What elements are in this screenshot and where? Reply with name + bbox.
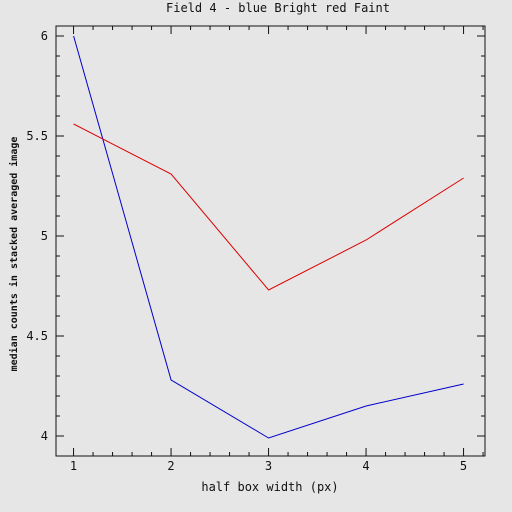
y-tick-labels: 4 4.5 5 5.5 6	[26, 29, 48, 443]
minor-ticks	[56, 26, 485, 457]
y-tick-label: 5	[41, 229, 48, 243]
x-axis-label: half box width (px)	[201, 480, 338, 494]
plot-area-frame	[55, 25, 486, 457]
y-tick-label: 5.5	[26, 129, 48, 143]
x-tick-label: 1	[70, 459, 77, 473]
series-line-blue-bright	[73, 35, 464, 439]
y-tick-label: 4	[41, 429, 48, 443]
y-tick-label: 4.5	[26, 329, 48, 343]
series-lines	[73, 35, 464, 439]
chart-title: Field 4 - blue Bright red Faint	[166, 1, 390, 15]
major-ticks	[56, 26, 485, 456]
x-tick-label: 4	[362, 459, 369, 473]
y-tick-label: 6	[41, 29, 48, 43]
x-tick-label: 5	[460, 459, 467, 473]
x-tick-label: 2	[167, 459, 174, 473]
y-axis-label: median counts in stacked averaged image	[8, 137, 20, 372]
x-tick-label: 3	[265, 459, 272, 473]
series-line-red-faint	[73, 123, 464, 291]
x-tick-labels: 1 2 3 4 5	[70, 459, 467, 473]
